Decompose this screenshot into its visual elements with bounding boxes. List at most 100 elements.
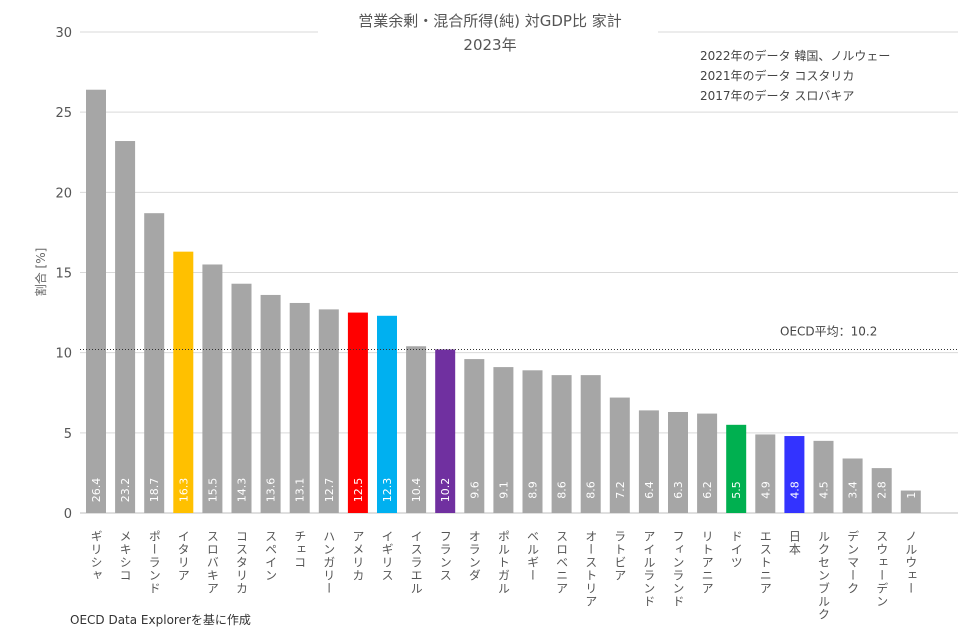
bar xyxy=(377,315,397,513)
bar xyxy=(144,213,165,513)
data-label: 7.2 xyxy=(614,481,627,499)
data-label: 13.1 xyxy=(294,478,307,503)
x-tick-label: ポルトガル xyxy=(496,530,510,595)
data-label: 1.4 xyxy=(905,481,918,499)
x-tick-label: ハンガリー xyxy=(322,530,336,595)
data-label: 3.4 xyxy=(847,481,860,499)
bar xyxy=(115,141,136,513)
x-tick-label: ルクセンブルク xyxy=(817,530,831,621)
x-tick-label: アメリカ xyxy=(351,530,365,582)
x-tick-label: オランダ xyxy=(467,530,481,582)
bar xyxy=(464,359,485,513)
y-axis-label: 割合 [%] xyxy=(33,248,48,297)
data-label: 6.4 xyxy=(643,481,656,499)
bar xyxy=(86,89,106,513)
bar xyxy=(347,312,368,513)
data-label: 4.5 xyxy=(818,481,831,499)
x-tick-label: スロベニア xyxy=(555,530,569,595)
bar xyxy=(406,346,427,513)
bar xyxy=(231,283,252,513)
x-tick-label: アイルランド xyxy=(642,530,656,608)
x-tick-label: イギリス xyxy=(380,530,394,582)
x-tick-label: イタリア xyxy=(176,530,190,582)
data-label: 4.8 xyxy=(788,481,801,499)
x-tick-label: スウェーデン xyxy=(875,530,889,608)
chart-title: 営業余剰・混合所得(純) 対GDP比 家計 xyxy=(358,12,621,30)
x-tick-label: ベルギー xyxy=(526,530,540,582)
bar xyxy=(842,458,863,513)
y-tick-label: 30 xyxy=(55,26,72,41)
bar xyxy=(289,302,310,513)
x-tick-label: ラトビア xyxy=(613,530,627,582)
x-tick-label: メキシコ xyxy=(118,530,132,582)
bar xyxy=(318,309,339,513)
bar xyxy=(522,370,543,513)
x-tick-label: フィンランド xyxy=(671,530,685,608)
bar xyxy=(202,264,223,513)
x-tick-label: フランス xyxy=(438,530,452,582)
bar xyxy=(726,424,747,513)
x-tick-label: エストニア xyxy=(758,530,772,595)
x-tick-label: コスタリカ xyxy=(235,530,249,595)
data-label: 10.4 xyxy=(410,478,423,503)
bar xyxy=(551,375,572,513)
data-label: 9.6 xyxy=(468,481,481,499)
x-tick-label: デンマーク xyxy=(846,530,860,595)
data-label: 5.5 xyxy=(730,481,743,499)
bar xyxy=(813,440,834,513)
bar xyxy=(173,251,194,513)
x-tick-label: 日本 xyxy=(787,530,801,556)
y-tick-label: 5 xyxy=(64,427,72,442)
data-label: 8.9 xyxy=(527,481,540,499)
y-tick-label: 10 xyxy=(55,347,72,362)
x-tick-label: ドイツ xyxy=(729,530,743,569)
source-note: OECD Data Explorerを基に作成 xyxy=(70,613,251,627)
data-label: 23.2 xyxy=(119,478,132,503)
x-tick-label: オーストリア xyxy=(584,530,598,608)
data-label: 6.2 xyxy=(701,481,714,499)
data-label: 12.5 xyxy=(352,478,365,503)
y-tick-label: 0 xyxy=(64,507,72,522)
x-tick-label: スペイン xyxy=(264,530,278,582)
chart-subtitle: 2023年 xyxy=(463,36,516,54)
data-label: 14.3 xyxy=(236,478,249,503)
data-label: 12.7 xyxy=(323,478,336,503)
x-tick-label: ポーランド xyxy=(147,530,161,595)
x-tick-label: スロバキア xyxy=(205,530,219,595)
bar xyxy=(609,397,630,513)
annotation-1: 2022年のデータ 韓国、ノルウェー xyxy=(700,48,890,63)
y-tick-label: 20 xyxy=(55,186,72,201)
bar xyxy=(580,375,601,513)
data-label: 2.8 xyxy=(876,481,889,499)
y-tick-label: 15 xyxy=(55,267,72,282)
bar xyxy=(784,436,805,513)
data-label: 13.6 xyxy=(265,478,278,503)
data-label: 4.9 xyxy=(759,481,772,499)
x-tick-label: ギリシャ xyxy=(89,530,103,582)
bar xyxy=(493,367,514,513)
x-tick-label: リトアニア xyxy=(700,530,714,595)
data-label: 9.1 xyxy=(497,481,510,499)
x-tick-label: イスラエル xyxy=(409,530,423,595)
data-label: 8.6 xyxy=(556,481,569,499)
bar xyxy=(435,349,456,513)
data-label: 10.2 xyxy=(439,478,452,503)
bar xyxy=(697,413,718,513)
data-label: 12.3 xyxy=(381,478,394,503)
bar xyxy=(638,410,659,513)
y-tick-label: 25 xyxy=(55,106,72,121)
bar xyxy=(900,490,921,513)
bar xyxy=(871,468,892,513)
bar xyxy=(668,411,688,513)
x-tick-label: チェコ xyxy=(293,530,307,569)
x-tick-label: ノルウェー xyxy=(904,530,918,595)
data-label: 18.7 xyxy=(148,478,161,503)
data-label: 6.3 xyxy=(672,481,685,499)
data-label: 26.4 xyxy=(90,478,103,503)
annotation-2: 2021年のデータ コスタリカ xyxy=(700,68,854,83)
data-label: 8.6 xyxy=(585,481,598,499)
oecd-average-label: OECD平均：10.2 xyxy=(780,324,877,338)
data-label: 15.5 xyxy=(206,478,219,503)
